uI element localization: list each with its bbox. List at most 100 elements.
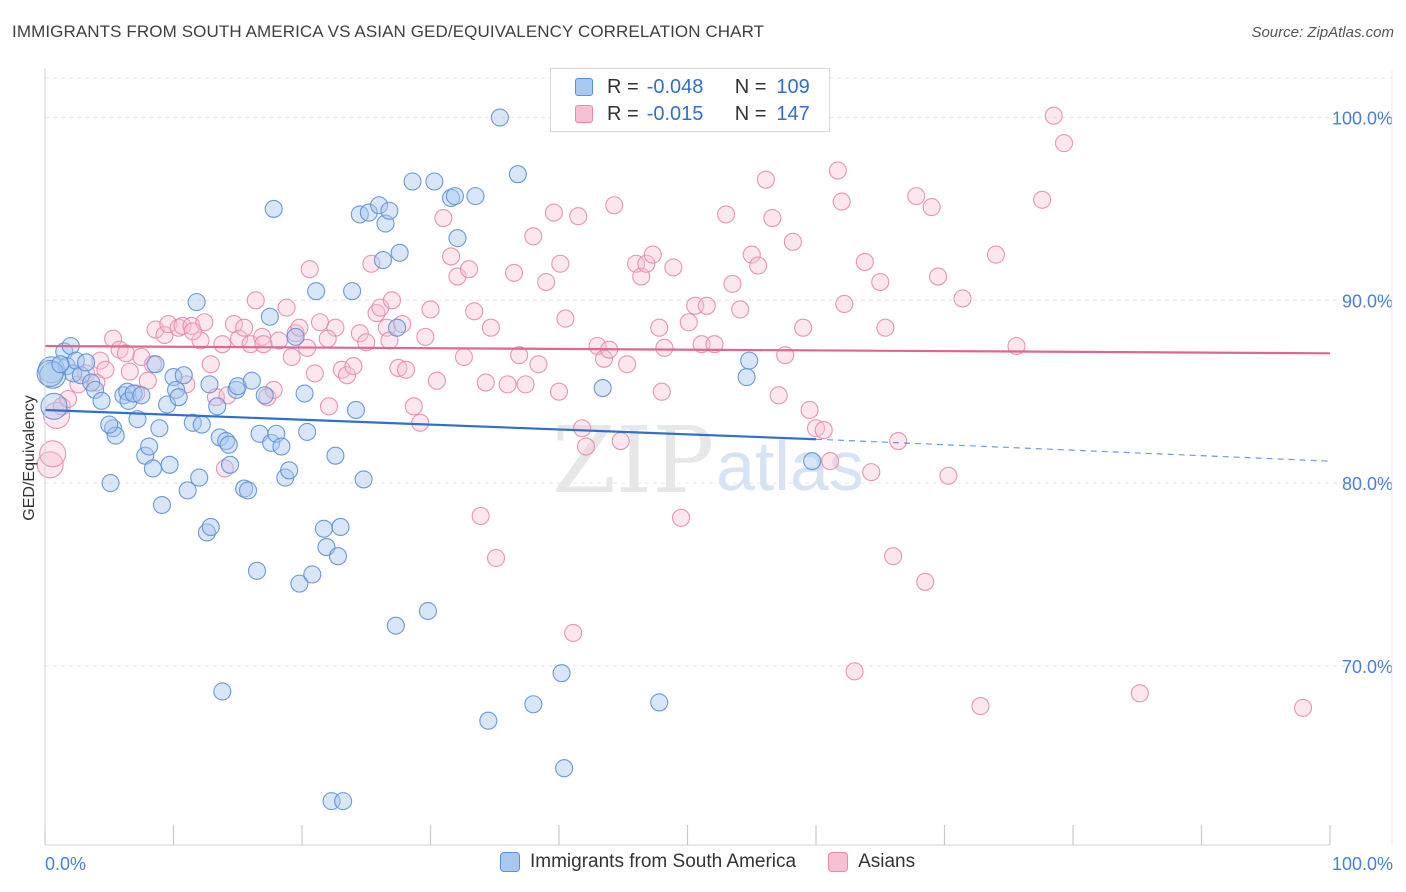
south-america-points bbox=[36, 108, 822, 811]
south-america-point bbox=[140, 437, 159, 456]
asians-point bbox=[862, 463, 881, 482]
south-america-point bbox=[228, 377, 247, 396]
legend-n-label: N = bbox=[734, 102, 767, 125]
legend-swatch-pink bbox=[575, 105, 593, 123]
legend-n-value: 147 bbox=[776, 102, 810, 125]
asians-point bbox=[235, 318, 254, 337]
asians-point bbox=[889, 431, 908, 451]
asians-point bbox=[800, 400, 819, 420]
asians-point bbox=[576, 437, 596, 456]
south-america-point bbox=[286, 327, 305, 346]
south-america-point bbox=[803, 452, 822, 471]
asians-point bbox=[254, 335, 273, 354]
south-america-point bbox=[208, 397, 227, 416]
south-america-point bbox=[146, 355, 165, 374]
south-america-point bbox=[219, 435, 238, 454]
asians-point bbox=[434, 209, 453, 228]
south-america-point bbox=[373, 251, 393, 270]
legend-row-south-america: R = -0.048 N = 109 bbox=[575, 75, 810, 99]
asians-point bbox=[828, 161, 847, 180]
south-america-point bbox=[380, 201, 399, 220]
asians-point bbox=[159, 315, 178, 334]
south-america-point bbox=[158, 395, 177, 414]
asians-point bbox=[305, 364, 324, 383]
asians-point bbox=[611, 431, 630, 451]
asians-point bbox=[855, 252, 874, 271]
series-label: Immigrants from South America bbox=[530, 851, 797, 872]
x-tick-label: 100.0% bbox=[1332, 854, 1393, 874]
asians-point bbox=[397, 360, 416, 379]
asians-point bbox=[835, 294, 854, 314]
south-america-point bbox=[552, 664, 571, 683]
chart-title: IMMIGRANTS FROM SOUTH AMERICA VS ASIAN G… bbox=[12, 22, 765, 41]
asians-point bbox=[404, 397, 423, 416]
legend-r-label: R = bbox=[607, 75, 639, 98]
south-america-point bbox=[190, 468, 209, 487]
asians-point bbox=[655, 338, 674, 357]
south-america-point bbox=[280, 461, 299, 480]
asians-point bbox=[929, 267, 948, 286]
south-america-point bbox=[152, 495, 171, 515]
south-america-point bbox=[124, 384, 143, 403]
asians-point bbox=[282, 347, 301, 367]
south-america-point bbox=[555, 759, 574, 778]
asians-point bbox=[91, 351, 110, 370]
grid-layer bbox=[45, 77, 1392, 667]
legend-n-label: N = bbox=[734, 75, 767, 98]
asians-point bbox=[191, 331, 210, 350]
south-america-point bbox=[92, 391, 111, 410]
asians-point bbox=[120, 362, 139, 381]
series-swatch-blue bbox=[500, 852, 520, 872]
south-america-trend-extension bbox=[815, 438, 1331, 462]
south-america-point bbox=[314, 519, 333, 538]
south-america-point bbox=[740, 351, 759, 370]
asians-point bbox=[876, 318, 895, 337]
asians-point bbox=[573, 419, 592, 438]
south-america-point bbox=[418, 601, 437, 621]
south-america-point bbox=[201, 517, 220, 537]
asians-point bbox=[1033, 190, 1052, 209]
asians-point bbox=[1293, 698, 1313, 717]
asians-point bbox=[549, 382, 569, 401]
south-america-point bbox=[359, 203, 378, 222]
asians-point bbox=[618, 355, 637, 374]
asians-point bbox=[1044, 106, 1063, 125]
legend-row-asians: R = -0.015 N = 147 bbox=[575, 102, 810, 126]
y-axis-title: GED/Equivalency bbox=[21, 395, 38, 520]
asians-point bbox=[498, 375, 517, 394]
south-america-point bbox=[343, 282, 362, 301]
asians-point bbox=[277, 298, 296, 317]
south-america-point bbox=[354, 470, 373, 489]
south-america-point bbox=[326, 446, 345, 465]
south-america-point bbox=[272, 437, 291, 456]
asians-point bbox=[43, 401, 71, 430]
asians-point bbox=[357, 333, 376, 352]
south-america-point bbox=[86, 380, 105, 399]
asians-point bbox=[529, 355, 548, 374]
asians-point bbox=[832, 192, 851, 211]
asians-point bbox=[637, 254, 656, 273]
asians-point bbox=[382, 291, 402, 310]
south-america-point bbox=[160, 455, 179, 474]
south-america-point bbox=[490, 108, 509, 127]
asians-point bbox=[510, 346, 529, 365]
asians-point bbox=[922, 198, 941, 217]
south-america-point bbox=[220, 455, 240, 474]
asians-point bbox=[332, 360, 351, 379]
asians-point bbox=[537, 272, 556, 292]
asians-point bbox=[516, 375, 535, 394]
asians-point bbox=[310, 313, 330, 332]
asians-point bbox=[471, 506, 490, 526]
asians-point bbox=[916, 572, 935, 591]
asians-point bbox=[87, 373, 106, 392]
asians-point bbox=[716, 205, 736, 224]
asians-point bbox=[806, 419, 826, 438]
series-label: Asians bbox=[858, 851, 916, 872]
asians-point bbox=[427, 371, 446, 390]
asians-point bbox=[246, 291, 265, 310]
south-america-point bbox=[143, 459, 162, 478]
asians-point bbox=[679, 313, 698, 332]
south-america-point bbox=[101, 474, 120, 493]
south-america-point bbox=[242, 371, 261, 390]
